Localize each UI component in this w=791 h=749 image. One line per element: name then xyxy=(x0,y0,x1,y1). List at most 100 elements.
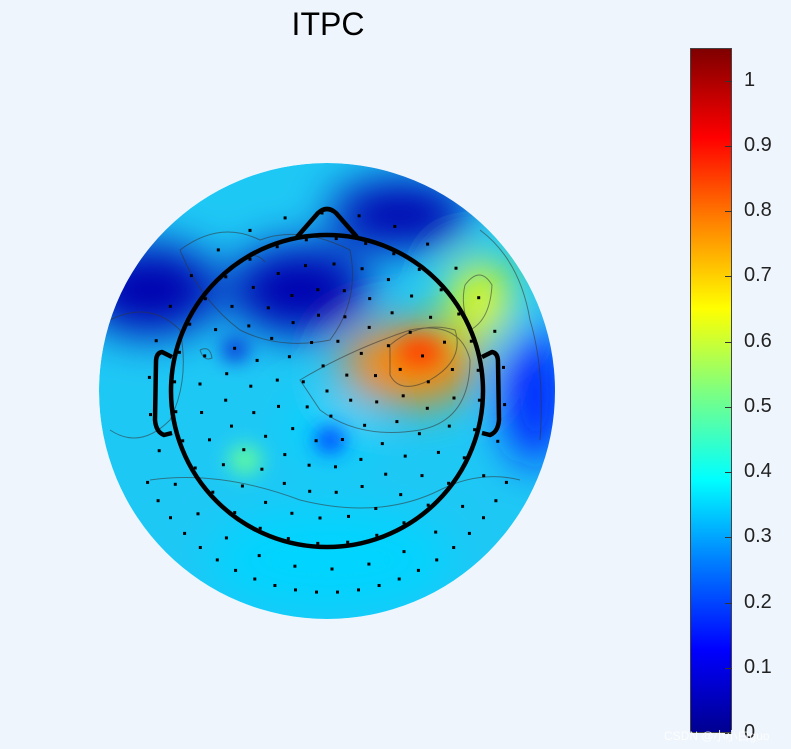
electrode-dot xyxy=(496,439,500,443)
electrode-dot xyxy=(336,339,340,343)
electrode-dot xyxy=(273,584,277,587)
electrode-dot xyxy=(377,584,381,587)
electrode-dot xyxy=(224,536,228,540)
electrode-dot xyxy=(276,272,280,275)
electrode-dot xyxy=(168,304,172,308)
electrode-dot xyxy=(156,499,160,503)
colorbar-tick-label: 1 xyxy=(744,68,756,91)
electrode-dot xyxy=(247,324,251,328)
colorbar-tick-label: 0.2 xyxy=(744,590,772,613)
electrode-dot xyxy=(230,304,234,308)
electrode-dot xyxy=(357,588,360,592)
electrode-dot xyxy=(221,463,225,467)
electrode-dot xyxy=(270,336,274,340)
chart-title: ITPC xyxy=(291,6,365,42)
electrode-dot xyxy=(357,214,361,218)
electrode-dot xyxy=(434,530,438,534)
electrode-dot xyxy=(393,224,397,228)
electrode-dot xyxy=(374,374,377,378)
topo-map xyxy=(99,163,555,619)
electrode-dot xyxy=(429,315,433,319)
electrode-dot xyxy=(275,245,279,249)
electrode-dot xyxy=(264,434,268,438)
electrode-dot xyxy=(215,558,219,562)
electrode-dot xyxy=(450,368,454,371)
topo-region-right-central xyxy=(340,325,480,405)
electrode-dot xyxy=(482,474,486,478)
electrode-dot xyxy=(482,516,485,520)
colorbar-tick-mark xyxy=(725,341,732,343)
right-ear xyxy=(480,349,502,438)
electrode-dot xyxy=(249,384,253,388)
electrode-dot xyxy=(248,257,252,261)
electrode-dot xyxy=(230,424,233,428)
electrode-dot xyxy=(340,438,344,441)
electrode-dot xyxy=(325,389,329,393)
electrode-dot xyxy=(211,490,215,494)
electrode-dot xyxy=(452,546,456,549)
colorbar-tick-label: 0 xyxy=(744,721,756,743)
electrode-dot xyxy=(477,398,481,402)
electrode-dot xyxy=(277,404,280,408)
electrode-dot xyxy=(408,330,412,334)
nose xyxy=(295,206,359,239)
electrode-dot xyxy=(183,531,187,535)
electrode-dot xyxy=(253,577,257,581)
colorbar-tick-mark xyxy=(725,472,732,474)
electrode-dot xyxy=(189,274,193,278)
contour-line xyxy=(179,231,353,344)
topo-accent xyxy=(316,428,344,452)
electrode-dot xyxy=(420,474,424,478)
electrode-dot xyxy=(401,394,405,398)
electrode-dot xyxy=(198,382,202,386)
electrode-dot xyxy=(255,358,259,362)
left-ear xyxy=(152,349,174,438)
colorbar-tick-mark xyxy=(725,276,732,278)
electrode-dot xyxy=(266,306,270,310)
electrode-dot xyxy=(200,411,204,414)
electrode-dot xyxy=(386,344,390,348)
electrode-dot xyxy=(461,504,465,508)
electrode-dot xyxy=(467,531,471,535)
electrode-dot xyxy=(367,562,371,566)
electrode-dot xyxy=(149,413,152,417)
colorbar-tick-mark xyxy=(725,537,732,539)
electrode-dot xyxy=(363,423,367,427)
electrode-dot xyxy=(293,564,297,568)
electrode-dot xyxy=(416,568,420,572)
electrode-dot xyxy=(334,237,338,241)
electrode-dot xyxy=(294,588,297,592)
electrode-dot xyxy=(392,252,396,256)
electrode-dot xyxy=(349,398,353,402)
topo-region-right-frontal-temporal xyxy=(450,260,510,340)
electrode-dot xyxy=(494,499,498,503)
electrode-dot xyxy=(316,288,320,292)
electrode-dot xyxy=(334,465,337,469)
electrode-dot xyxy=(157,449,161,453)
electrode-dot xyxy=(234,568,238,572)
topo-region-left-frontal xyxy=(99,245,220,335)
electrode-dot xyxy=(330,567,334,571)
colorbar-tick-mark xyxy=(725,667,732,669)
electrode-dot xyxy=(290,294,294,297)
colorbar-tick-label: 0.7 xyxy=(744,264,772,287)
electrode-dot xyxy=(233,346,237,350)
electrode-dot xyxy=(435,558,439,562)
electrode-dot xyxy=(426,242,430,246)
electrode-dot xyxy=(225,372,229,376)
electrode-dot xyxy=(360,267,364,271)
electrode-dot xyxy=(360,485,364,488)
electrode-dot xyxy=(321,364,325,368)
electrode-dot xyxy=(367,325,371,329)
electrode-dot xyxy=(174,410,178,414)
electrode-dot xyxy=(317,313,320,317)
contour-line xyxy=(389,326,458,387)
electrode-dot xyxy=(320,211,324,215)
electrode-dot xyxy=(301,380,305,384)
electrode-dot xyxy=(147,375,151,379)
electrode-dot xyxy=(503,403,507,407)
electrode-dot xyxy=(443,340,446,344)
electrode-dot xyxy=(380,442,384,446)
electrode-dot xyxy=(345,373,349,377)
colorbar-tick-label: 0.1 xyxy=(744,655,772,678)
